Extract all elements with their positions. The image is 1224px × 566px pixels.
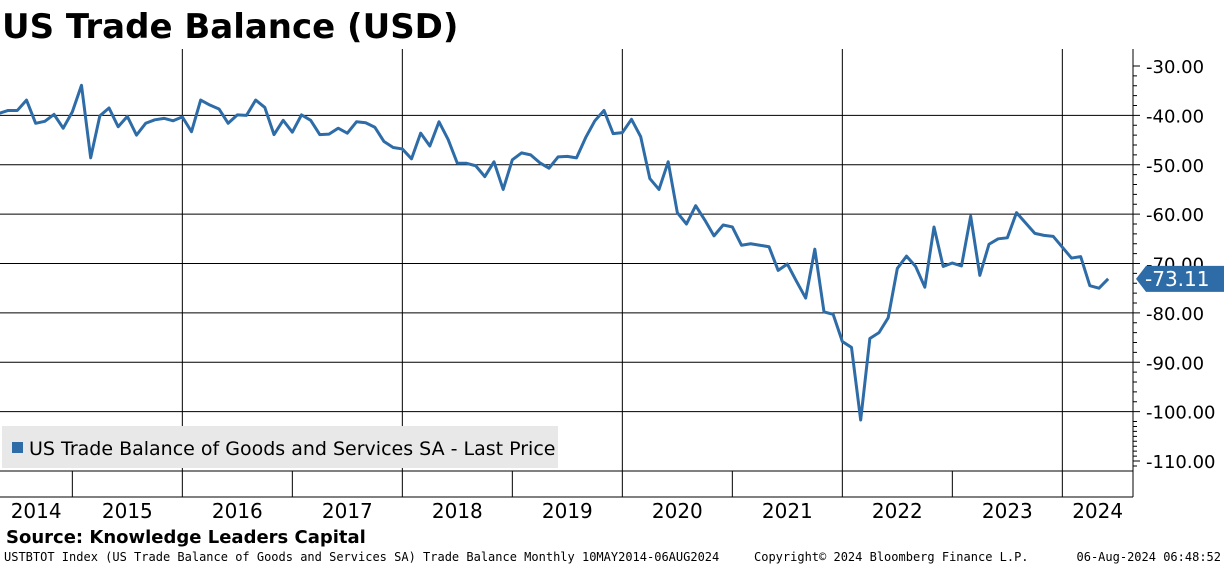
series-line [0,83,1110,422]
x-axis-labels: 2014 2015 2016 2017 2018 2019 2020 2021 2022 2023… [11,499,1123,523]
legend: US Trade Balance of Goods and Services S… [2,426,558,468]
source-label: Source: Knowledge Leaders Capital [6,527,366,548]
horizontal-gridlines [0,114,1133,413]
y-tick-label: -50.00 [1146,156,1204,177]
x-tick-label: 2022 [872,499,923,523]
footer-copyright: Copyright© 2024 Bloomberg Finance L.P. [754,550,1029,564]
legend-swatch [12,442,23,453]
y-tick-label: -40.00 [1146,106,1204,127]
last-value-tag [1136,265,1224,292]
x-tick-label: 2015 [102,499,153,523]
x-tick-label: 2014 [11,499,62,523]
y-tick-label: -60.00 [1146,205,1204,226]
x-tick-label: 2018 [432,499,483,523]
last-value-marker: -73.11 [1136,265,1224,292]
x-tick-label: 2017 [322,499,373,523]
legend-label: US Trade Balance of Goods and Services S… [29,438,555,460]
x-tick-label: 2023 [982,499,1033,523]
x-tick-label: 2024 [1072,499,1123,523]
x-tick-label: 2016 [212,499,263,523]
x-tick-label: 2019 [542,499,593,523]
last-value-label: -73.11 [1145,267,1209,291]
y-tick-label: -30.00 [1146,57,1204,78]
x-tick-label: 2020 [652,499,703,523]
legend-box [2,426,558,468]
footer-index-text: USTBTOT Index (US Trade Balance of Goods… [4,550,719,564]
footer-timestamp: 06-Aug-2024 06:48:52 [1077,550,1222,564]
y-tick-label: -90.00 [1146,353,1204,374]
y-axis-ticks: -30.00-40.00-50.00-60.00-70.00-80.00-90.… [1133,57,1215,473]
y-tick-label: -80.00 [1146,304,1204,325]
vertical-gridlines [71,49,1063,497]
chart-title: US Trade Balance (USD) [2,7,458,47]
plot-area [0,49,1133,497]
y-tick-label: -100.00 [1146,403,1215,424]
y-tick-label: -110.00 [1146,452,1215,473]
x-tick-label: 2021 [762,499,813,523]
